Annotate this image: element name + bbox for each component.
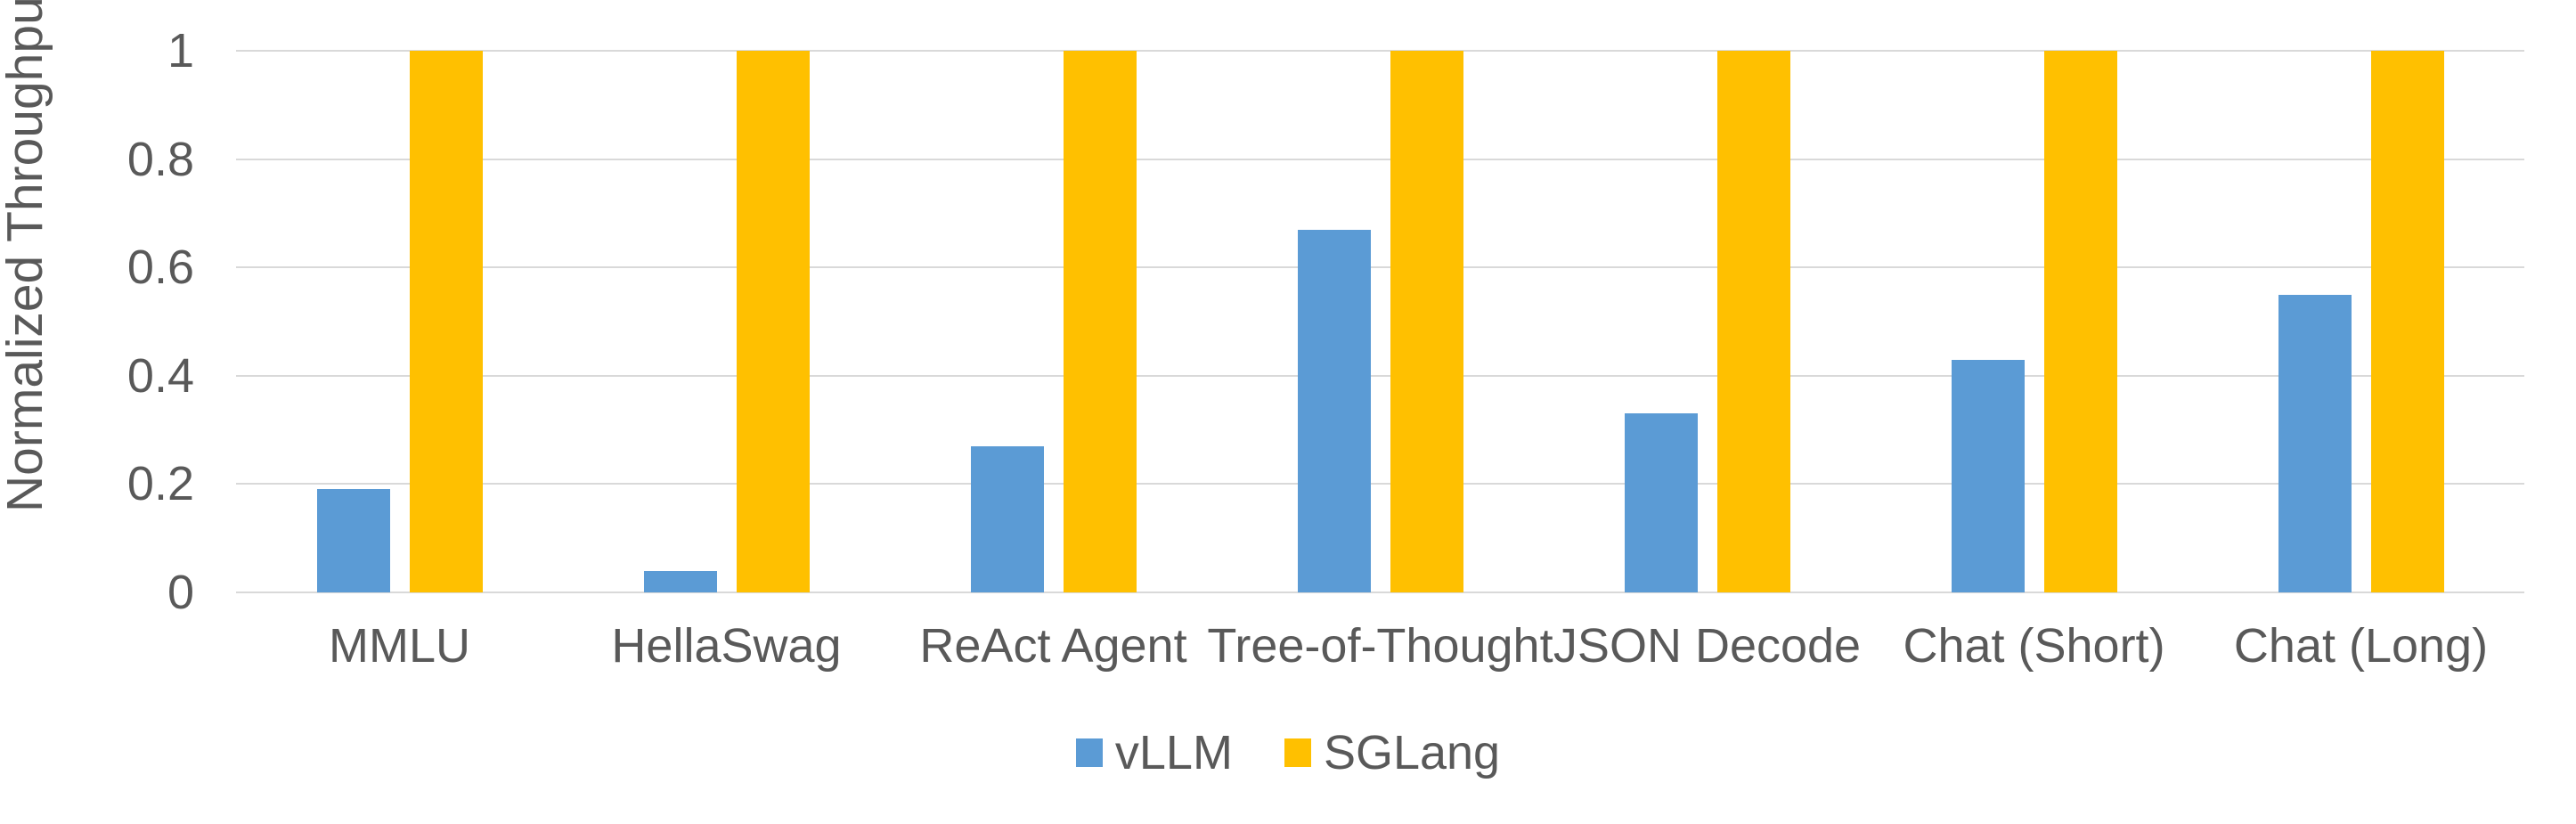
- y-tick-label-0: 0: [167, 566, 194, 619]
- bar-vllm-mmlu: [316, 489, 390, 592]
- bar-vllm-hellaswag: [643, 570, 717, 592]
- bar-vllm-chat-long-: [2278, 294, 2352, 592]
- legend: vLLM SGLang: [0, 729, 2576, 777]
- bar-sglang-json-decode: [1716, 51, 1790, 592]
- y-tick-label-0.8: 0.8: [126, 132, 194, 186]
- y-tick-label-0.2: 0.2: [126, 457, 194, 511]
- bar-vllm-react-agent: [970, 445, 1044, 592]
- y-tick-label-0.6: 0.6: [126, 241, 194, 295]
- bar-vllm-chat-short-: [1951, 359, 2025, 592]
- legend-label-sglang: SGLang: [1323, 726, 1501, 779]
- category-label-react-agent: ReAct Agent: [919, 619, 1187, 673]
- y-tick-label-1: 1: [167, 24, 194, 78]
- bar-sglang-tree-of-thought: [1390, 51, 1463, 592]
- bar-sglang-hellaswag: [736, 51, 810, 592]
- x-axis-category-labels: MMLU HellaSwag ReAct Agent Tree-of-Thought J…: [0, 622, 2576, 675]
- category-label-hellaswag: HellaSwag: [611, 619, 842, 673]
- gridline-y-0.2: [236, 483, 2524, 485]
- legend-swatch-sglang: [1284, 738, 1311, 767]
- bar-sglang-mmlu: [409, 51, 483, 592]
- gridline-y-0.4: [236, 374, 2524, 377]
- plot-area: [236, 50, 2524, 593]
- bar-sglang-chat-short-: [2043, 51, 2117, 592]
- category-label-mmlu: MMLU: [329, 619, 470, 673]
- bar-sglang-react-agent: [1063, 51, 1137, 592]
- bar-sglang-chat-long-: [2370, 51, 2444, 592]
- legend-item-vllm: vLLM: [1075, 726, 1233, 779]
- y-axis-tick-labels: 0 0.2 0.4 0.6 0.8 1: [0, 0, 194, 824]
- y-tick-label-0.4: 0.4: [126, 348, 194, 403]
- category-label-chat-long-: Chat (Long): [2233, 619, 2489, 673]
- legend-label-vllm: vLLM: [1114, 726, 1233, 779]
- gridline-y-0.6: [236, 266, 2524, 269]
- bar-vllm-json-decode: [1624, 413, 1698, 592]
- legend-swatch-vllm: [1075, 738, 1103, 767]
- category-label-tree-of-thought: Tree-of-Thought: [1207, 619, 1553, 673]
- gridline-y-0: [236, 591, 2524, 593]
- bar-vllm-tree-of-thought: [1297, 229, 1371, 592]
- gridline-y-1: [236, 50, 2524, 52]
- gridline-y-0.8: [236, 158, 2524, 160]
- legend-item-sglang: SGLang: [1284, 729, 1500, 777]
- category-label-json-decode: JSON Decode: [1553, 619, 1862, 673]
- category-label-chat-short-: Chat (Short): [1903, 619, 2165, 673]
